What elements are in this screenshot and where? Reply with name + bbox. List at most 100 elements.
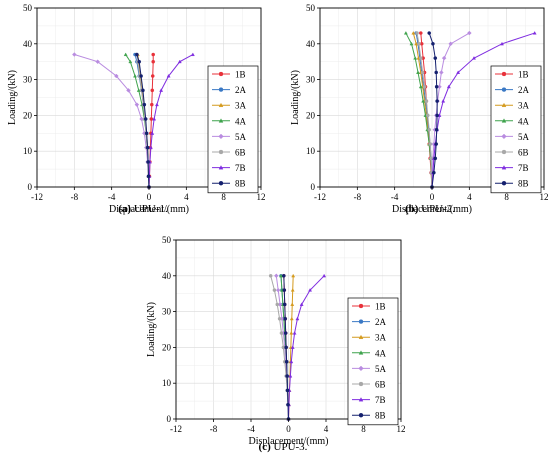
legend-label-3A: 3A (375, 333, 387, 343)
data-point-6B (418, 56, 423, 60)
legend-marker-4A (218, 118, 224, 123)
x-tick-label: 0 (147, 192, 152, 202)
data-point-5A (72, 52, 77, 57)
legend-label-2A: 2A (375, 317, 387, 327)
series-line-8B (428, 32, 438, 188)
legend-label-5A: 5A (518, 132, 530, 142)
x-tick-label: -8 (354, 192, 362, 202)
legend-label-1B: 1B (518, 70, 529, 80)
x-tick-label: 8 (361, 424, 366, 434)
data-point-8B (282, 273, 286, 278)
data-point-7B (441, 99, 446, 103)
data-point-8B (433, 56, 438, 60)
data-point-3A (290, 302, 295, 306)
x-tick-label: 0 (430, 192, 435, 202)
data-point-8B (283, 316, 288, 321)
y-axis-title: Loading/(kN) (7, 70, 18, 125)
y-tick-label: 20 (306, 110, 316, 120)
data-point-8B (427, 31, 432, 35)
legend-marker-7B (501, 165, 507, 170)
data-point-8B (434, 127, 439, 132)
y-tick-label: 50 (23, 3, 33, 13)
x-tick-label: -4 (391, 192, 399, 202)
data-point-8B (139, 74, 143, 78)
legend-marker-7B (358, 397, 364, 402)
legend-marker-7B (218, 165, 224, 170)
data-point-4A (403, 31, 408, 35)
data-point-6B (279, 331, 284, 335)
data-point-3A (414, 41, 419, 46)
data-point-6B (268, 273, 273, 278)
data-point-1B (150, 88, 155, 93)
data-point-4A (123, 52, 128, 57)
data-point-8B (434, 142, 439, 146)
data-point-4A (418, 84, 423, 89)
data-point-5A (441, 55, 447, 61)
data-point-8B (434, 84, 439, 89)
data-point-8B (135, 52, 139, 57)
legend-marker-8B (218, 180, 224, 186)
legend-label-4A: 4A (235, 116, 247, 126)
legend: 1B 2A 3A 4A 5A 6B 7B 8B (207, 65, 259, 194)
legend-label-7B: 7B (235, 163, 246, 173)
y-tick-label: 10 (162, 378, 172, 388)
data-point-8B (142, 102, 147, 107)
legend-label-8B: 8B (518, 179, 529, 189)
legend-marker-6B (501, 149, 507, 155)
caption-letter: (c) (259, 441, 272, 453)
data-point-8B (282, 288, 287, 292)
y-tick-label: 0 (167, 414, 172, 424)
figure-caption: (a) UPU-1. (118, 203, 168, 215)
data-point-6B (272, 288, 277, 292)
data-point-8B (285, 374, 289, 378)
legend-marker-2A (218, 87, 224, 92)
legend-marker-6B (218, 149, 224, 155)
legend-label-6B: 6B (235, 148, 246, 158)
legend-label-8B: 8B (375, 411, 386, 421)
y-tick-label: 30 (162, 307, 172, 317)
data-point-3A (289, 331, 294, 335)
series-8B (135, 52, 151, 189)
data-point-8B (433, 156, 438, 161)
legend-marker-2A (358, 319, 364, 324)
data-point-3A (411, 31, 416, 35)
legend-label-6B: 6B (518, 148, 529, 158)
data-point-5A (95, 59, 100, 64)
data-point-7B (295, 316, 300, 321)
data-point-6B (277, 316, 282, 321)
legend: 1B 2A 3A 4A 5A 6B 7B 8B (347, 297, 399, 426)
x-tick-label: -12 (170, 424, 182, 434)
data-point-1B (151, 52, 155, 57)
data-point-7B (166, 74, 171, 78)
y-tick-label: 0 (311, 182, 316, 192)
data-point-3A (289, 316, 294, 321)
x-axis-title: Displacement/(mm) (249, 436, 329, 447)
x-tick-label: -4 (108, 192, 116, 202)
data-point-7B (288, 374, 293, 378)
legend-label-7B: 7B (375, 395, 386, 405)
data-point-7B (290, 345, 295, 349)
y-axis-title: Loading/(kN) (146, 302, 157, 357)
data-point-7B (500, 41, 504, 46)
legend-label-6B: 6B (375, 380, 386, 390)
data-point-8B (145, 145, 150, 150)
data-point-1B (149, 117, 154, 121)
x-axis-title: Displacement/(mm) (392, 204, 472, 215)
x-tick-label: -8 (210, 424, 218, 434)
chart-panel-3: -12 -8 -4 0 4 8 12 0 10 20 30 40 50 Displacement/(mm)… (146, 235, 406, 453)
data-point-3A (290, 288, 295, 292)
x-tick-label: 0 (286, 424, 291, 434)
y-tick-label: 10 (306, 146, 316, 156)
data-point-4A (413, 56, 418, 60)
caption-text: UPU-1. (131, 203, 168, 215)
data-point-7B (152, 116, 157, 121)
data-point-7B (159, 88, 164, 92)
x-tick-label: -4 (247, 424, 255, 434)
y-tick-label: 50 (306, 3, 316, 13)
data-point-6B (417, 42, 421, 46)
x-tick-label: 4 (324, 424, 329, 434)
data-point-5A (467, 30, 472, 36)
legend-marker-1B (358, 303, 364, 309)
data-point-5A (274, 273, 279, 279)
